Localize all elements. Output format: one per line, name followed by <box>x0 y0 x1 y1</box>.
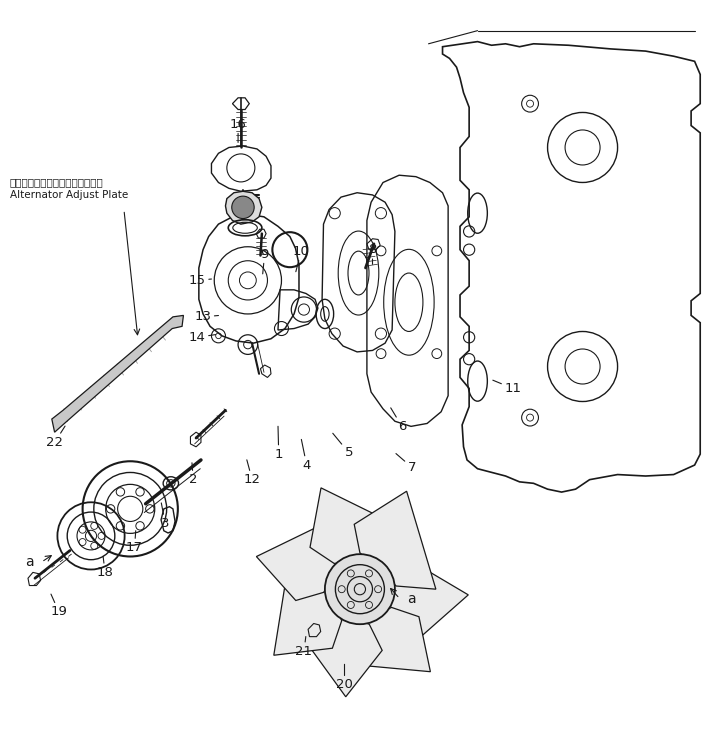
Text: オルタネータアジャストプレート: オルタネータアジャストプレート <box>10 177 103 188</box>
Text: 16: 16 <box>230 117 247 142</box>
Text: 7: 7 <box>396 454 416 474</box>
Text: 1: 1 <box>274 427 283 460</box>
Polygon shape <box>291 608 382 697</box>
Text: 4: 4 <box>302 439 311 471</box>
Text: 17: 17 <box>126 531 143 554</box>
Circle shape <box>325 554 395 625</box>
Text: 22: 22 <box>46 426 65 449</box>
Polygon shape <box>386 567 468 647</box>
Text: 5: 5 <box>333 433 353 459</box>
Text: 20: 20 <box>336 664 353 691</box>
Text: 6: 6 <box>391 408 406 433</box>
Text: 18: 18 <box>96 556 113 579</box>
Text: 9: 9 <box>261 248 269 274</box>
Polygon shape <box>347 608 430 671</box>
Text: 13: 13 <box>195 310 219 323</box>
Circle shape <box>232 196 254 218</box>
Text: a: a <box>25 555 34 569</box>
Polygon shape <box>354 491 436 589</box>
Text: 14: 14 <box>189 331 216 344</box>
Text: Alternator Adjust Plate: Alternator Adjust Plate <box>10 190 128 200</box>
Text: 8: 8 <box>368 243 377 265</box>
Text: 2: 2 <box>189 463 198 486</box>
Text: 15: 15 <box>189 274 212 287</box>
Polygon shape <box>226 191 262 224</box>
Polygon shape <box>310 488 408 564</box>
Text: 19: 19 <box>51 594 67 619</box>
Text: 11: 11 <box>493 380 521 395</box>
Text: 3: 3 <box>161 503 169 530</box>
Text: 10: 10 <box>292 245 309 272</box>
Text: 21: 21 <box>295 636 312 658</box>
Text: 12: 12 <box>244 460 261 486</box>
Polygon shape <box>52 315 183 432</box>
Text: a: a <box>408 592 416 605</box>
Polygon shape <box>257 516 347 600</box>
Polygon shape <box>273 563 342 655</box>
